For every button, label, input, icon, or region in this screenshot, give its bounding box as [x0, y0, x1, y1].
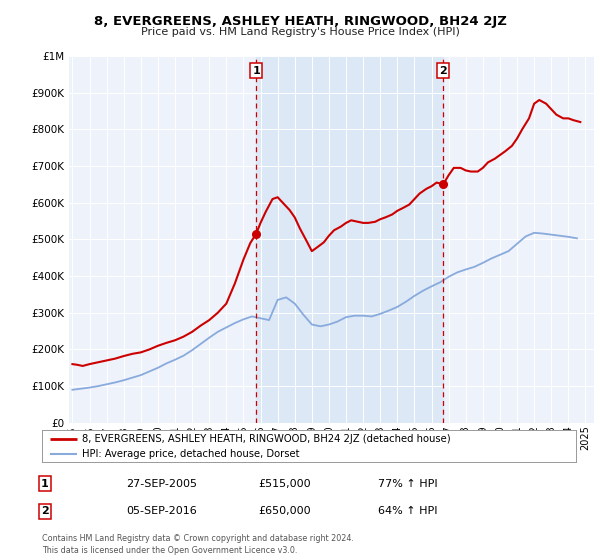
- Text: £650,000: £650,000: [258, 506, 311, 516]
- Text: 1: 1: [252, 66, 260, 76]
- Text: 64% ↑ HPI: 64% ↑ HPI: [378, 506, 437, 516]
- Text: 2: 2: [41, 506, 49, 516]
- Text: 8, EVERGREENS, ASHLEY HEATH, RINGWOOD, BH24 2JZ (detached house): 8, EVERGREENS, ASHLEY HEATH, RINGWOOD, B…: [82, 433, 451, 444]
- Text: Contains HM Land Registry data © Crown copyright and database right 2024.
This d: Contains HM Land Registry data © Crown c…: [42, 534, 354, 555]
- Text: HPI: Average price, detached house, Dorset: HPI: Average price, detached house, Dors…: [82, 449, 299, 459]
- Text: 2: 2: [439, 66, 447, 76]
- Text: £515,000: £515,000: [258, 479, 311, 489]
- Text: 77% ↑ HPI: 77% ↑ HPI: [378, 479, 437, 489]
- Text: 8, EVERGREENS, ASHLEY HEATH, RINGWOOD, BH24 2JZ: 8, EVERGREENS, ASHLEY HEATH, RINGWOOD, B…: [94, 15, 506, 28]
- Text: 27-SEP-2005: 27-SEP-2005: [126, 479, 197, 489]
- Text: 1: 1: [41, 479, 49, 489]
- Text: Price paid vs. HM Land Registry's House Price Index (HPI): Price paid vs. HM Land Registry's House …: [140, 27, 460, 38]
- Bar: [256, 56, 443, 423]
- Text: 05-SEP-2016: 05-SEP-2016: [126, 506, 197, 516]
